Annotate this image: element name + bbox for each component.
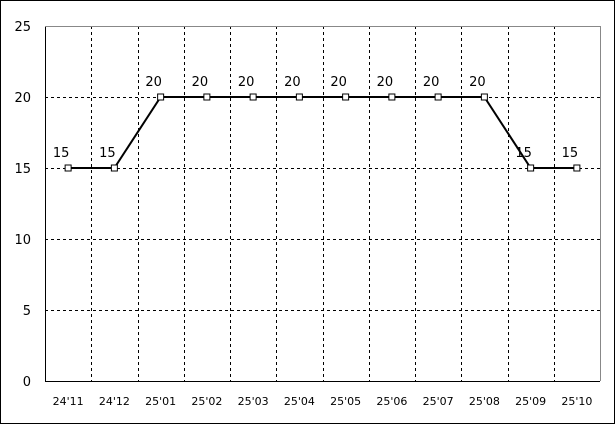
x-tick-label: 24'12 (99, 395, 130, 408)
data-label: 15 (99, 146, 116, 161)
y-tick-label: 20 (14, 91, 31, 106)
data-point-marker (480, 93, 488, 101)
y-tick-label: 0 (23, 375, 31, 390)
x-tick-label: 25'02 (191, 395, 222, 408)
data-label: 20 (192, 75, 209, 90)
data-point-marker (434, 93, 442, 101)
data-label: 15 (53, 146, 70, 161)
data-label: 20 (423, 75, 440, 90)
data-label: 20 (284, 75, 301, 90)
y-tick-label: 25 (14, 20, 31, 35)
data-label: 20 (145, 75, 162, 90)
x-tick-label: 25'04 (284, 395, 315, 408)
data-point-marker (157, 93, 165, 101)
data-point-marker (295, 93, 303, 101)
data-point-marker (388, 93, 396, 101)
data-label: 20 (469, 75, 486, 90)
x-tick-label: 24'11 (53, 395, 84, 408)
data-point-marker (527, 164, 535, 172)
y-tick-label: 10 (14, 233, 31, 248)
x-tick-label: 25'01 (145, 395, 176, 408)
x-tick-label: 25'03 (238, 395, 269, 408)
x-tick-label: 25'09 (515, 395, 546, 408)
x-tick-label: 25'10 (561, 395, 592, 408)
data-label: 15 (515, 146, 532, 161)
data-label: 20 (330, 75, 347, 90)
y-tick-label: 15 (14, 162, 31, 177)
data-label: 20 (377, 75, 394, 90)
x-tick-label: 25'06 (376, 395, 407, 408)
data-point-marker (249, 93, 257, 101)
x-tick-label: 25'08 (469, 395, 500, 408)
data-point-marker (203, 93, 211, 101)
y-tick-label: 5 (23, 304, 31, 319)
data-point-marker (342, 93, 350, 101)
series-line (68, 96, 577, 169)
data-label: 15 (562, 146, 579, 161)
data-point-marker (573, 164, 581, 172)
x-tick-label: 25'05 (330, 395, 361, 408)
x-tick-label: 25'07 (423, 395, 454, 408)
data-point-marker (110, 164, 118, 172)
data-label: 20 (238, 75, 255, 90)
data-point-marker (64, 164, 72, 172)
